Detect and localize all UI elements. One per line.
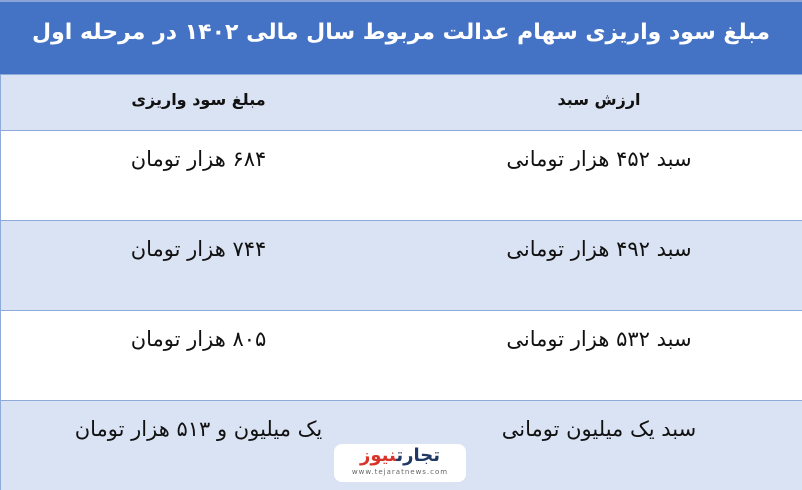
tejaratnews-logo: تجارتنیوز www.tejaratnews.com <box>334 444 466 482</box>
logo-url: www.tejaratnews.com <box>351 468 449 476</box>
payout-cell: یک میلیون و ۵۱۳ هزار تومان <box>0 401 396 490</box>
payout-cell: ۸۰۵ هزار تومان <box>0 311 396 400</box>
payout-cell: ۷۴۴ هزار تومان <box>0 221 396 310</box>
table-row: سبد ۴۵۲ هزار تومانی ۶۸۴ هزار تومان <box>0 130 802 220</box>
table-row: سبد ۵۳۲ هزار تومانی ۸۰۵ هزار تومان <box>0 310 802 400</box>
header-row: ارزش سبد مبلغ سود واریزی <box>0 74 802 130</box>
table-title: مبلغ سود واریزی سهام عدالت مربوط سال مال… <box>0 0 802 74</box>
payout-cell: ۶۸۴ هزار تومان <box>0 131 396 220</box>
logo-part1: تجارت <box>396 445 440 466</box>
logo-part2: نیوز <box>360 445 397 466</box>
basket-cell: سبد یک میلیون تومانی <box>501 417 697 441</box>
table-row: سبد ۴۹۲ هزار تومانی ۷۴۴ هزار تومان <box>0 220 802 310</box>
header-payout: مبلغ سود واریزی <box>0 75 396 130</box>
basket-cell: سبد ۴۹۲ هزار تومانی <box>506 237 692 261</box>
basket-cell: سبد ۵۳۲ هزار تومانی <box>506 327 692 351</box>
header-basket: ارزش سبد <box>557 90 641 109</box>
basket-cell: سبد ۴۵۲ هزار تومانی <box>506 147 692 171</box>
